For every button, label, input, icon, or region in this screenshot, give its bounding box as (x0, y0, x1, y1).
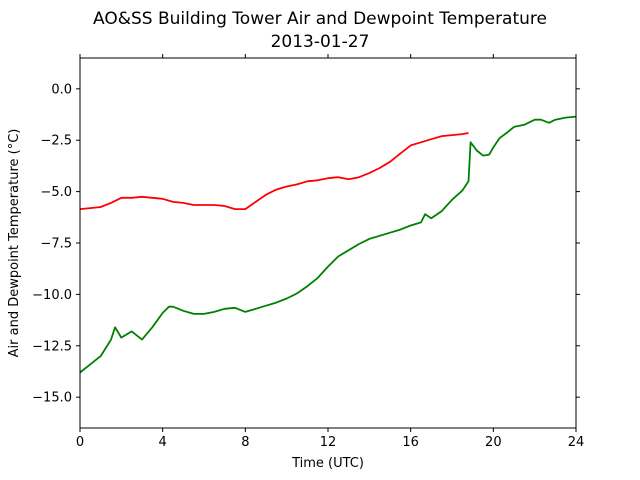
y-axis-label: Air and Dewpoint Temperature (°C) (7, 129, 22, 358)
x-tick-label-5: 20 (485, 435, 502, 450)
y-axis: 0.0 −2.5 −5.0 −7.5 −10.0 −12.5 −15.0 (32, 82, 580, 406)
y-tick-label-0: 0.0 (51, 82, 72, 97)
x-tick-label-4: 16 (402, 435, 419, 450)
y-tick-label-5: −12.5 (32, 339, 72, 354)
y-tick-label-4: −10.0 (32, 288, 72, 303)
chart-subtitle: 2013-01-27 (271, 32, 370, 52)
chart-title: AO&SS Building Tower Air and Dewpoint Te… (93, 9, 547, 29)
plot-lines (79, 115, 577, 374)
x-axis: 0 4 8 12 16 20 24 (76, 54, 584, 450)
x-tick-label-6: 24 (568, 435, 585, 450)
x-tick-label-3: 12 (320, 435, 337, 450)
x-tick-label-0: 0 (76, 435, 84, 450)
plot-frame (79, 57, 577, 429)
series-line-0 (79, 132, 469, 211)
y-tick-label-1: −2.5 (40, 134, 72, 149)
x-axis-label: Time (UTC) (291, 456, 364, 471)
x-tick-label-1: 4 (159, 435, 167, 450)
y-tick-label-3: −7.5 (40, 237, 72, 252)
y-tick-label-6: −15.0 (32, 391, 72, 406)
y-tick-label-2: −5.0 (40, 185, 72, 200)
series-line-1 (79, 115, 577, 374)
x-tick-label-2: 8 (241, 435, 249, 450)
